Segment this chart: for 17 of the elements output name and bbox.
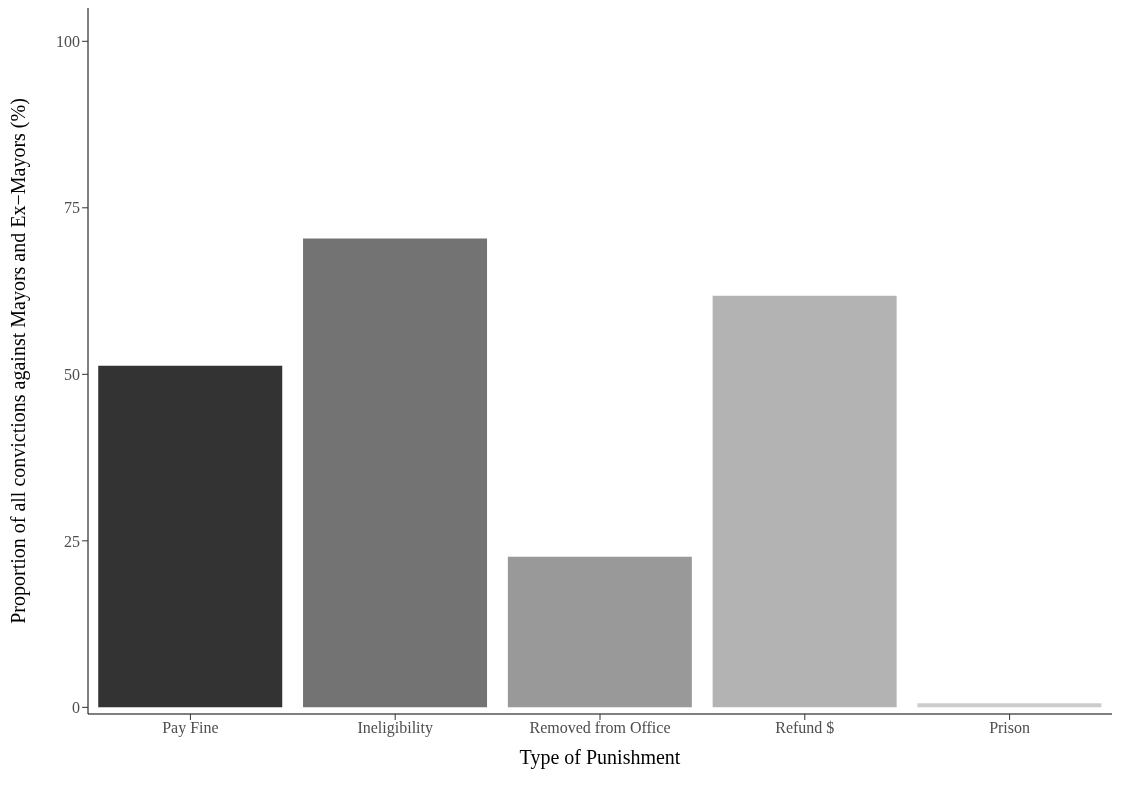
- bar: [507, 556, 692, 708]
- bar: [303, 238, 488, 708]
- y-tick-label: 100: [56, 32, 80, 50]
- x-tick-label: Removed from Office: [529, 719, 671, 737]
- x-tick-label: Ineligibility: [357, 719, 433, 738]
- bar: [917, 703, 1102, 708]
- bar: [98, 365, 283, 708]
- x-tick-label: Pay Fine: [162, 719, 219, 738]
- y-tick-label: 75: [64, 199, 80, 217]
- bar: [712, 295, 897, 708]
- x-axis-title: Type of Punishment: [519, 746, 681, 769]
- y-tick-label: 0: [72, 699, 80, 717]
- y-axis-title: Proportion of all convictions against Mayors and Ex−Mayors (%): [7, 98, 31, 624]
- x-tick-label: Refund $: [775, 719, 835, 737]
- x-tick-label: Prison: [989, 719, 1031, 737]
- y-tick-label: 25: [64, 532, 80, 550]
- y-tick-label: 50: [64, 366, 80, 383]
